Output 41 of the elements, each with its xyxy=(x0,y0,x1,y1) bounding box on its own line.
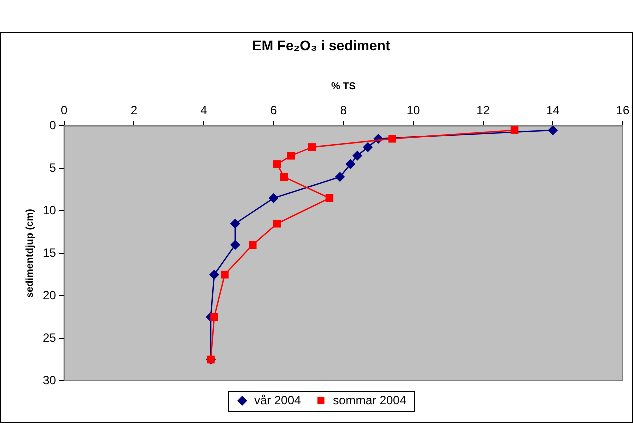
point xyxy=(335,172,346,182)
legend-label: sommar 2004 xyxy=(333,393,407,408)
point xyxy=(346,159,356,170)
x-tick-label: 4 xyxy=(200,103,208,118)
legend-label: vår 2004 xyxy=(254,393,302,408)
y-tick-label: 0 xyxy=(50,118,57,133)
x-axis-title: % TS xyxy=(331,82,356,93)
point xyxy=(221,270,229,279)
point xyxy=(273,220,282,228)
y-tick-label: 30 xyxy=(42,373,57,388)
y-tick-label: 10 xyxy=(42,203,57,218)
x-tick-label: 2 xyxy=(130,103,138,118)
x-tick-label: 10 xyxy=(406,103,420,118)
point xyxy=(230,218,240,229)
x-tick-label: 0 xyxy=(61,103,68,118)
x-tick-label: 6 xyxy=(270,103,278,118)
point xyxy=(352,150,363,161)
point xyxy=(308,144,316,152)
chart-title: EM Fe₂O₃ i sediment xyxy=(252,37,391,54)
x-tick-label: 14 xyxy=(546,103,560,118)
x-tick-label: 8 xyxy=(340,103,348,118)
point xyxy=(209,270,220,280)
point xyxy=(548,126,558,136)
y-tick-label: 20 xyxy=(42,288,57,302)
point xyxy=(230,240,240,250)
point xyxy=(210,313,218,322)
point xyxy=(326,194,334,202)
x-tick-label: 16 xyxy=(616,103,630,118)
point xyxy=(363,142,374,152)
y-tick-label: 25 xyxy=(42,330,57,345)
y-tick-label: 5 xyxy=(50,160,57,175)
point xyxy=(268,193,279,204)
y-axis-title: sedimentdjup (cm) xyxy=(24,209,36,298)
point xyxy=(388,135,396,143)
point xyxy=(280,173,288,182)
point xyxy=(510,126,519,134)
point xyxy=(249,241,257,249)
x-tick-label: 12 xyxy=(476,103,490,118)
y-tick-label: 15 xyxy=(42,246,57,260)
point xyxy=(287,152,296,160)
point xyxy=(273,160,282,168)
